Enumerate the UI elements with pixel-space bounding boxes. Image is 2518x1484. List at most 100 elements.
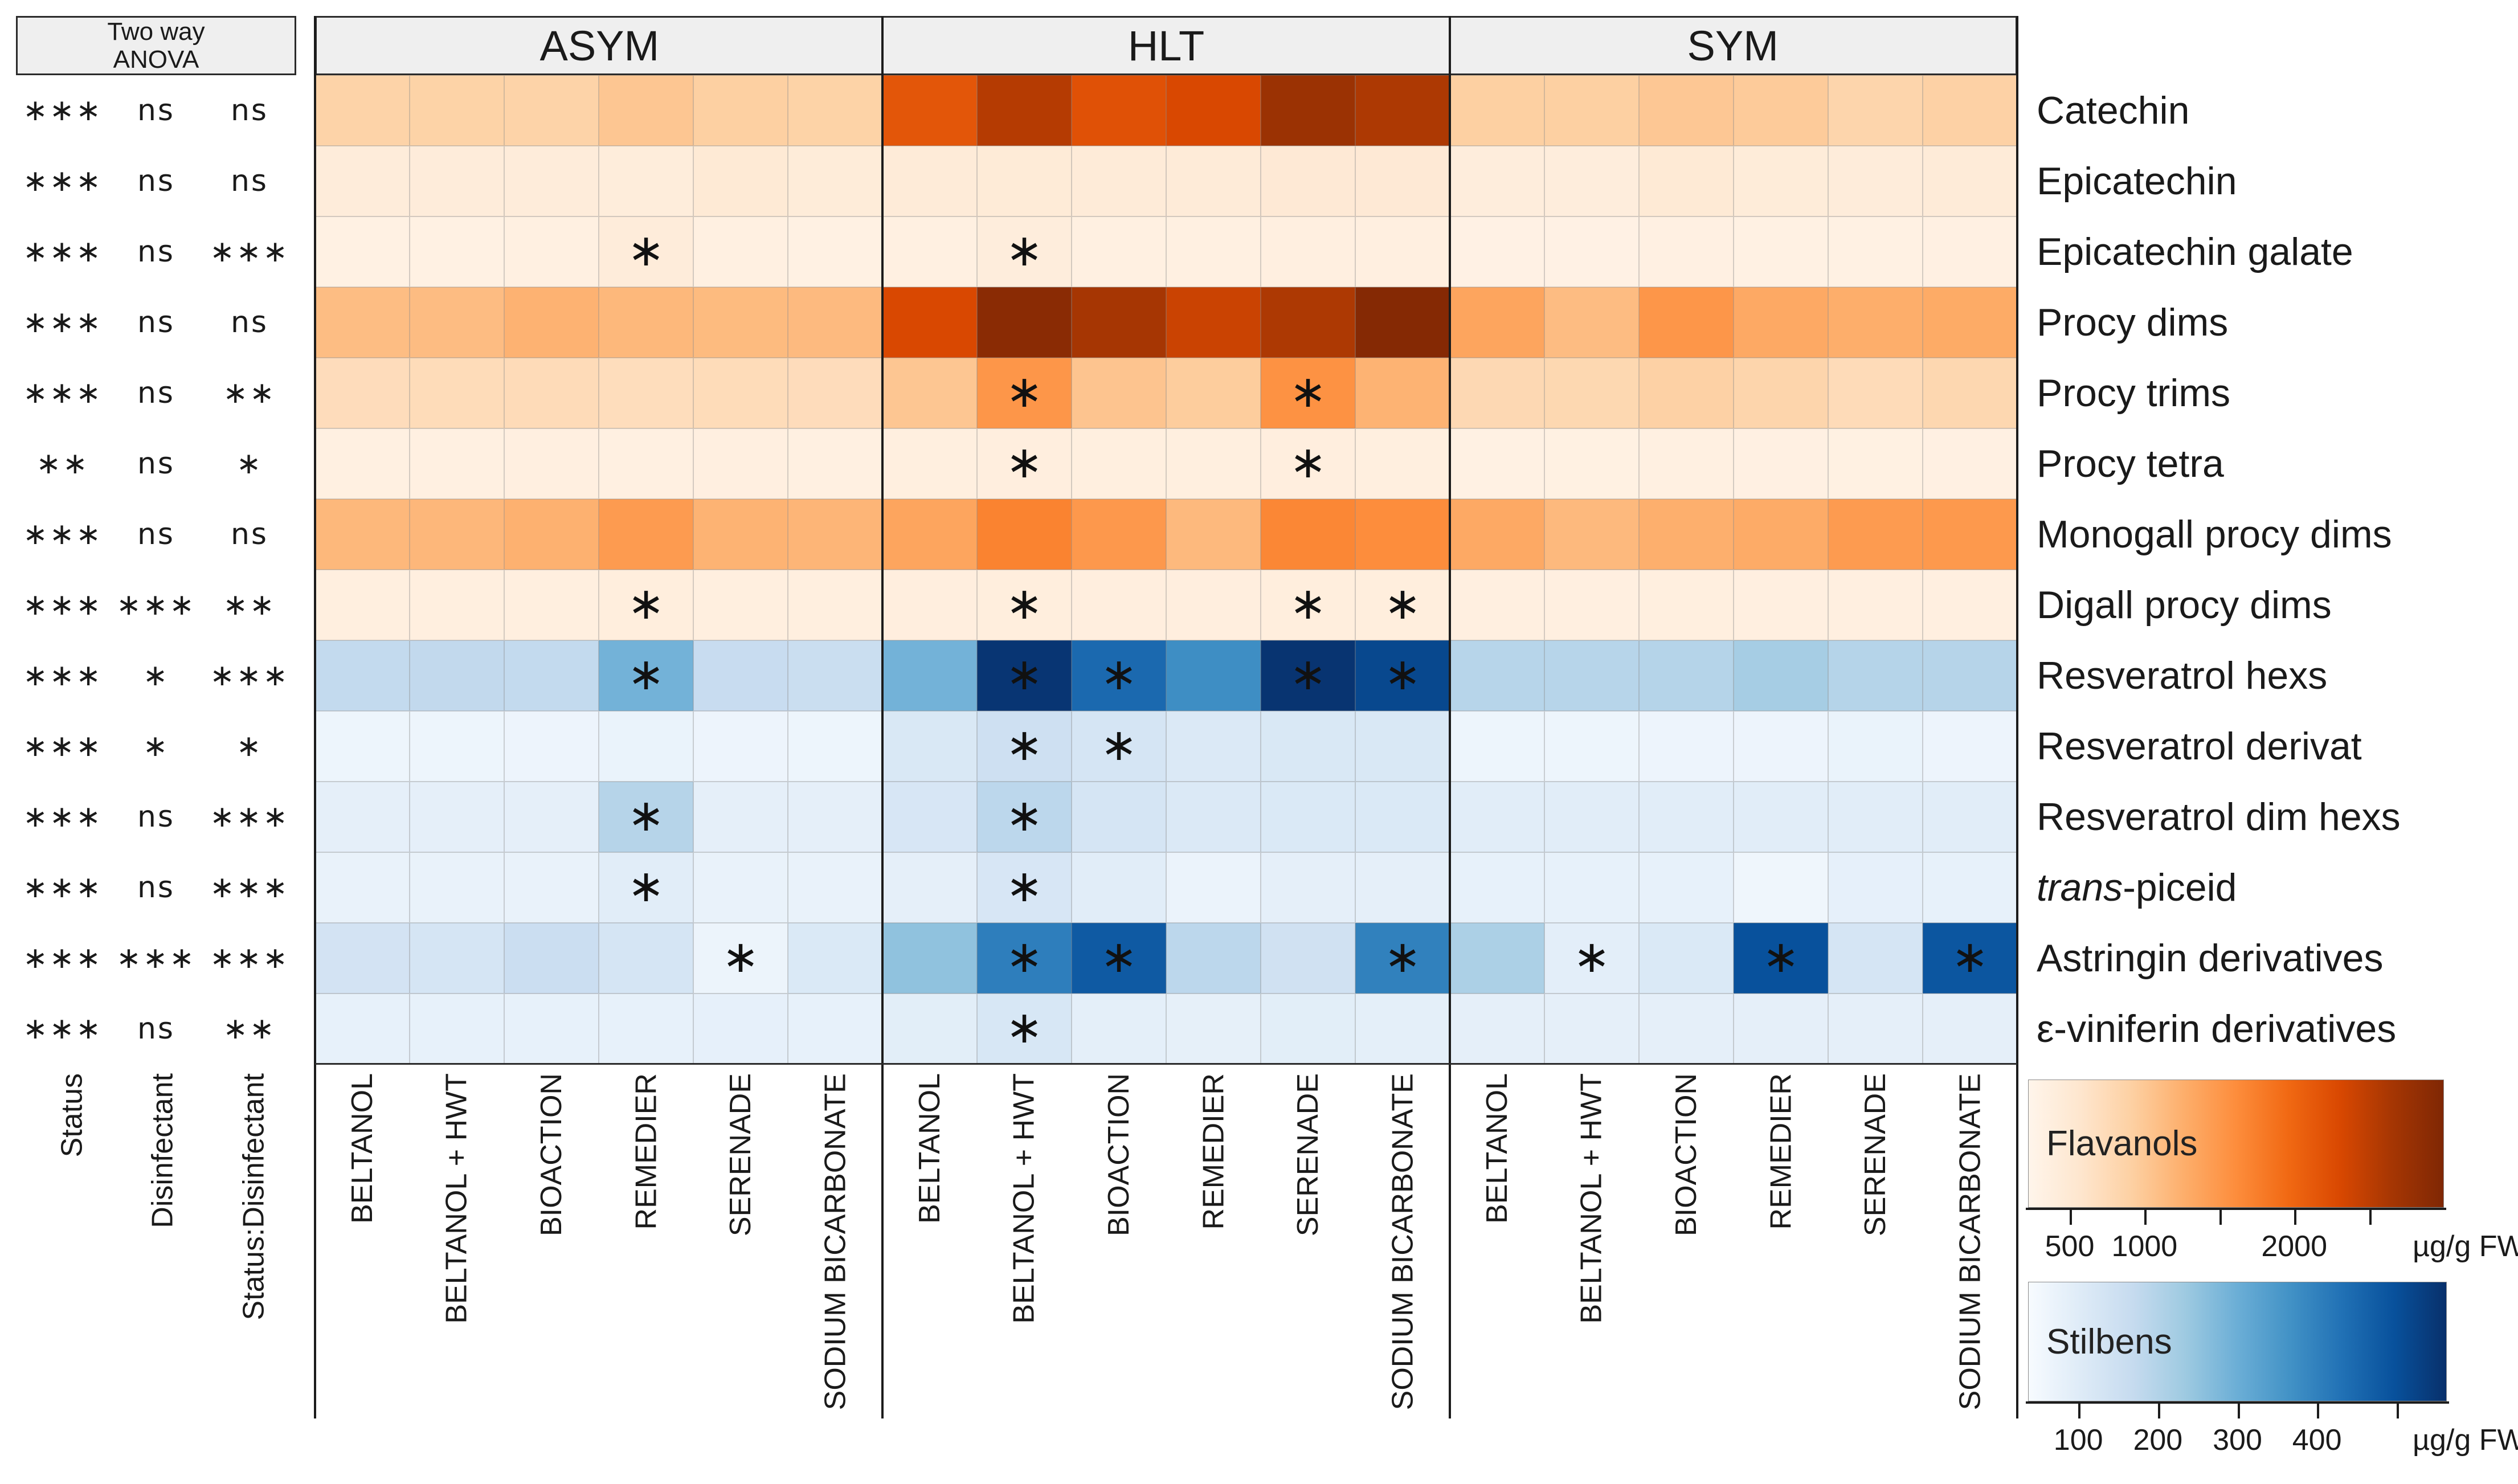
heatmap-cell <box>882 923 977 994</box>
heatmap-cell <box>788 358 882 428</box>
heatmap-cell: ∗ <box>977 358 1072 428</box>
heatmap-cell <box>882 782 977 852</box>
heatmap-cell <box>1544 570 1639 640</box>
heatmap-cell <box>1261 216 1355 287</box>
heatmap-cell <box>1450 570 1544 640</box>
heatmap-cell <box>882 428 977 499</box>
legend-tick-label: 300 <box>2213 1424 2262 1457</box>
significance-asterisk-icon: ∗ <box>1384 931 1421 983</box>
anova-row: ∗∗∗ ns ∗∗∗ <box>16 852 296 923</box>
heatmap-cell <box>1072 428 1166 499</box>
heatmap-cell <box>882 711 977 782</box>
anova-row: ∗∗∗ ∗ ∗ <box>16 711 296 782</box>
heatmap-cell <box>599 146 693 216</box>
heatmap-cell <box>788 994 882 1064</box>
heatmap-cell: ∗ <box>599 852 693 923</box>
heatmap-cell <box>410 287 504 358</box>
heatmap-cell <box>1923 782 2017 852</box>
group-header-sym: SYM <box>1449 18 2016 73</box>
heatmap-cell <box>1828 923 1923 994</box>
heatmap-cell <box>1450 287 1544 358</box>
flavanols-legend-title: Flavanols <box>2046 1124 2198 1163</box>
significance-asterisk-icon: ∗ <box>1100 649 1138 700</box>
heatmap-cell <box>504 852 599 923</box>
compound-label: Procy tetra <box>2037 442 2224 485</box>
heatmap-cell <box>788 146 882 216</box>
heatmap-cell <box>410 570 504 640</box>
anova-status-code: ∗∗∗ <box>23 800 103 834</box>
anova-status-code: ∗∗∗ <box>23 588 103 622</box>
heatmap-cell <box>504 146 599 216</box>
heatmap-cell <box>504 923 599 994</box>
significance-asterisk-icon: ∗ <box>1384 578 1421 629</box>
compound-label: Catechin <box>2037 89 2190 132</box>
heatmap-cell <box>1450 640 1544 711</box>
treatment-label-text: BELTANOL + HWT <box>1008 1073 1041 1324</box>
heatmap-cell <box>1923 75 2017 146</box>
heatmap-cell <box>1450 852 1544 923</box>
heatmap-cell <box>1450 358 1544 428</box>
significance-asterisk-icon: ∗ <box>1573 931 1610 983</box>
anova-header-line1: Two way <box>107 17 205 46</box>
anova-interaction-code: ∗∗∗ <box>210 659 289 693</box>
heatmap-cell <box>410 711 504 782</box>
heatmap-cell <box>1639 782 1734 852</box>
significance-asterisk-icon: ∗ <box>1005 1002 1043 1053</box>
heatmap-cell <box>504 711 599 782</box>
heatmap-cell <box>882 570 977 640</box>
anova-row: ∗∗∗ ∗ ∗∗∗ <box>16 640 296 711</box>
heatmap-cell <box>882 358 977 428</box>
heatmap-cell <box>1166 499 1261 570</box>
heatmap-cell <box>504 428 599 499</box>
heatmap-cell <box>1923 711 2017 782</box>
heatmap-cell <box>1734 216 1828 287</box>
heatmap-cell <box>1261 923 1355 994</box>
legend-tick-mark <box>2219 1210 2222 1225</box>
heatmap-bottom-border <box>315 1063 2017 1065</box>
heatmap-cell <box>599 499 693 570</box>
compound-label: trans -piceid <box>2037 866 2237 909</box>
heatmap-cell <box>1544 711 1639 782</box>
heatmap-cell: ∗ <box>1355 640 1450 711</box>
legend-tick-label: 400 <box>2292 1424 2342 1457</box>
treatment-label-text: REMEDIER <box>1197 1073 1230 1230</box>
legend-tick-label: 1000 <box>2111 1230 2178 1263</box>
heatmap-cell <box>693 287 788 358</box>
compound-label: Digall procy dims <box>2037 583 2332 627</box>
anova-disinfectant-code: ns <box>137 447 175 481</box>
heatmap-cell <box>1544 75 1639 146</box>
heatmap-cell <box>1923 146 2017 216</box>
heatmap-cell <box>788 852 882 923</box>
heatmap-cell: ∗ <box>1261 428 1355 499</box>
heatmap-cell <box>1261 711 1355 782</box>
heatmap-cell <box>1072 782 1166 852</box>
heatmap-cell <box>1923 570 2017 640</box>
heatmap-cell: ∗ <box>1734 923 1828 994</box>
heatmap-cell <box>1544 640 1639 711</box>
heatmap-cell <box>1355 216 1450 287</box>
heatmap-cell <box>315 75 410 146</box>
heatmap-cell: ∗ <box>693 923 788 994</box>
significance-asterisk-icon: ∗ <box>1289 437 1327 488</box>
heatmap-cell: ∗ <box>1261 358 1355 428</box>
heatmap-cell: ∗ <box>977 852 1072 923</box>
significance-asterisk-icon: ∗ <box>1005 366 1043 418</box>
heatmap-cell <box>1639 428 1734 499</box>
heatmap-cell <box>410 994 504 1064</box>
heatmap-cell: ∗ <box>599 570 693 640</box>
flavanols-unit-label: µg/g FW <box>2413 1230 2518 1263</box>
treatment-label-text: BELTANOL + HWT <box>1575 1073 1608 1324</box>
heatmap-cell <box>1072 570 1166 640</box>
significance-asterisk-icon: ∗ <box>1005 225 1043 276</box>
heatmap-cell <box>1828 428 1923 499</box>
heatmap-cell: ∗ <box>1355 570 1450 640</box>
heatmap-cell <box>882 852 977 923</box>
heatmap-cell <box>1734 499 1828 570</box>
heatmap-cell <box>1923 994 2017 1064</box>
treatment-label-text: REMEDIER <box>630 1073 663 1230</box>
separator-right <box>2016 16 2018 1418</box>
heatmap-cell <box>1261 994 1355 1064</box>
heatmap-cell: ∗ <box>977 782 1072 852</box>
heatmap-cell <box>788 923 882 994</box>
heatmap-cell <box>1072 287 1166 358</box>
